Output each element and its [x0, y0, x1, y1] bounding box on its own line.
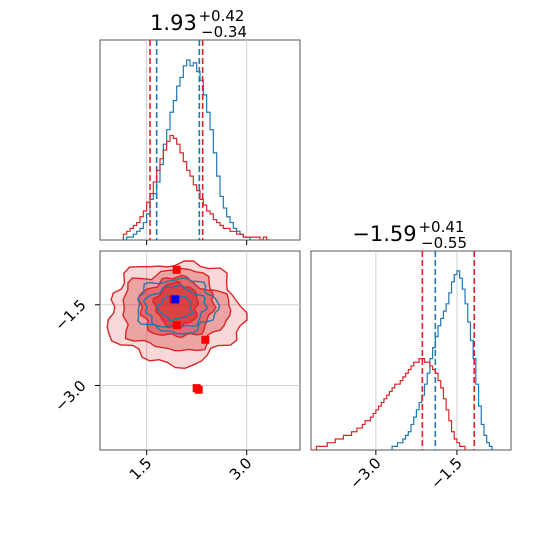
contour-xtick-label-1: 3.0: [226, 454, 256, 484]
hist-ticks-param2: −3.0 −1.5: [346, 450, 466, 493]
title-param2: −1.59 +0.41 −0.55: [352, 217, 469, 252]
hist-grid-param2: [375, 251, 458, 450]
blue-center-marker: [171, 295, 180, 304]
title-param2-plus: +0.41: [418, 218, 464, 236]
param1-hist-line-1: [122, 134, 270, 240]
hist-ticks-param1: [146, 240, 248, 245]
red-marker-2: [172, 321, 181, 330]
contour-ticks: 1.5 3.0 −1.5 −3.0: [51, 296, 255, 484]
param1-hist-line-0: [123, 59, 254, 240]
blue-contour-2: [156, 294, 194, 322]
param2-hist-line-0: [391, 270, 495, 450]
hist-series-param1: [122, 40, 270, 240]
red-marker-5: [194, 385, 203, 394]
param2-xtick-label-1: −1.5: [427, 454, 465, 492]
blue-contour-1: [142, 284, 209, 330]
hist-panel-param2: −3.0 −1.5 −1.59 +0.41 −0.55: [310, 217, 512, 493]
title-param1: 1.93 +0.42 −0.34: [150, 6, 249, 41]
contour-ytick-label-0: −1.5: [51, 296, 89, 334]
title-param2-median: −1.59: [352, 222, 416, 246]
title-param1-plus: +0.42: [198, 7, 244, 25]
red-marker-0: [172, 265, 181, 274]
hist-series-param2: [311, 251, 495, 450]
contour-xtick-label-0: 1.5: [126, 454, 156, 484]
contour-content: [106, 260, 248, 394]
param2-xtick-label-0: −3.0: [346, 454, 384, 492]
hist-panel-param1: 1.93 +0.42 −0.34: [99, 6, 301, 245]
contour-ytick-label-1: −3.0: [51, 377, 89, 415]
blue-contour-0: [137, 277, 221, 335]
title-param2-minus: −0.55: [421, 234, 467, 252]
contour-panel: 1.5 3.0 −1.5 −3.0: [51, 250, 301, 484]
hist-axes-param2: [310, 250, 512, 451]
title-param1-minus: −0.34: [201, 23, 247, 41]
param2-hist-line-1: [311, 358, 468, 450]
red-marker-3: [201, 335, 210, 344]
title-param1-median: 1.93: [150, 11, 197, 35]
